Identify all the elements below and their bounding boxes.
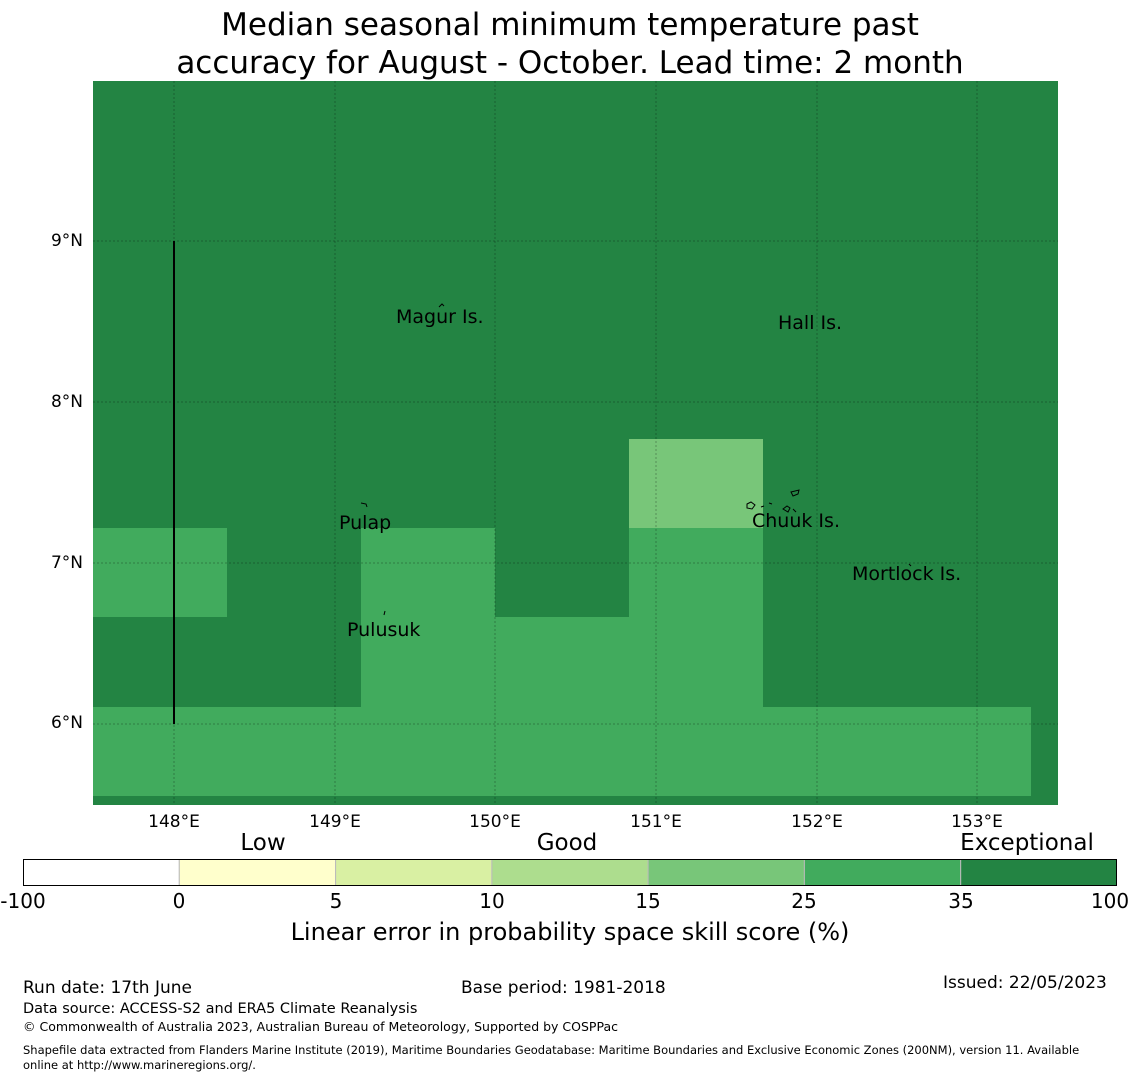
legend-swatch (960, 859, 1117, 886)
skill-region (629, 439, 763, 528)
issued-date: Issued: 22/05/2023 (943, 973, 1107, 993)
place-label-mortlock: Mortlock Is. (852, 563, 961, 585)
lon-tick-152e: 152°E (791, 812, 843, 832)
legend-colorbar (23, 859, 1117, 886)
colorbar-tick: 5 (329, 889, 343, 913)
colorbar-tick: 35 (948, 889, 974, 913)
mortlock-island-shape (908, 563, 912, 567)
place-label-magur: Magur Is. (396, 306, 484, 328)
base-period: Base period: 1981-2018 (461, 978, 666, 998)
colorbar-tick: 100 (1090, 889, 1130, 913)
legend-category-low: Low (240, 830, 286, 856)
lat-tick-6n: 6°N (50, 713, 83, 733)
skill-region (93, 528, 227, 617)
lon-tick-153e: 153°E (951, 812, 1003, 832)
skill-region (361, 528, 495, 707)
colorbar-tick: 25 (791, 889, 817, 913)
lon-tick-149e: 149°E (309, 812, 361, 832)
shapefile-credit-line1: Shapefile data extracted from Flanders M… (23, 1043, 1080, 1057)
colorbar-tick: 10 (479, 889, 505, 913)
place-label-pulap: Pulap (339, 512, 391, 534)
place-label-chuuk: Chuuk Is. (752, 510, 840, 532)
lat-tick-7n: 7°N (50, 553, 83, 573)
place-label-pulusuk: Pulusuk (347, 619, 420, 641)
chuuk-island-shape (746, 489, 800, 513)
skill-region (93, 707, 1031, 796)
colorbar-tick: 0 (172, 889, 186, 913)
legend-category-exceptional: Exceptional (960, 830, 1094, 856)
legend-swatch (335, 859, 493, 886)
skill-region (629, 528, 763, 707)
skill-map: Magur Is. Hall Is. Pulap Chuuk Is. Mortl… (93, 81, 1058, 805)
lon-tick-150e: 150°E (469, 812, 521, 832)
map-title-line2: accuracy for August - October. Lead time… (176, 45, 964, 81)
legend-category-good: Good (536, 830, 598, 856)
skill-region (897, 796, 1058, 805)
data-source: Data source: ACCESS-S2 and ERA5 Climate … (23, 1001, 418, 1017)
lat-tick-8n: 8°N (50, 392, 83, 412)
copyright: © Commonwealth of Australia 2023, Austra… (23, 1019, 618, 1034)
lon-tick-148e: 148°E (148, 812, 200, 832)
colorbar-tick: -100 (0, 889, 46, 913)
legend-swatch (178, 859, 337, 886)
magur-island-shape (438, 303, 445, 308)
colorbar-label: Linear error in probability space skill … (290, 918, 850, 946)
legend-swatch (647, 859, 805, 886)
legend-swatch (803, 859, 962, 886)
skill-region (495, 617, 629, 707)
map-title-line1: Median seasonal minimum temperature past (221, 7, 919, 43)
legend-swatch (491, 859, 649, 886)
legend-swatch (23, 859, 180, 886)
run-date: Run date: 17th June (23, 978, 192, 998)
pulusuk-island-shape (383, 610, 386, 616)
lat-tick-9n: 9°N (50, 231, 83, 251)
place-label-hall: Hall Is. (778, 312, 842, 334)
colorbar-tick: 15 (635, 889, 661, 913)
shapefile-credit-line2: online at http://www.marineregions.org/. (23, 1058, 256, 1072)
lon-tick-151e: 151°E (630, 812, 682, 832)
pulap-island-shape (360, 502, 368, 508)
